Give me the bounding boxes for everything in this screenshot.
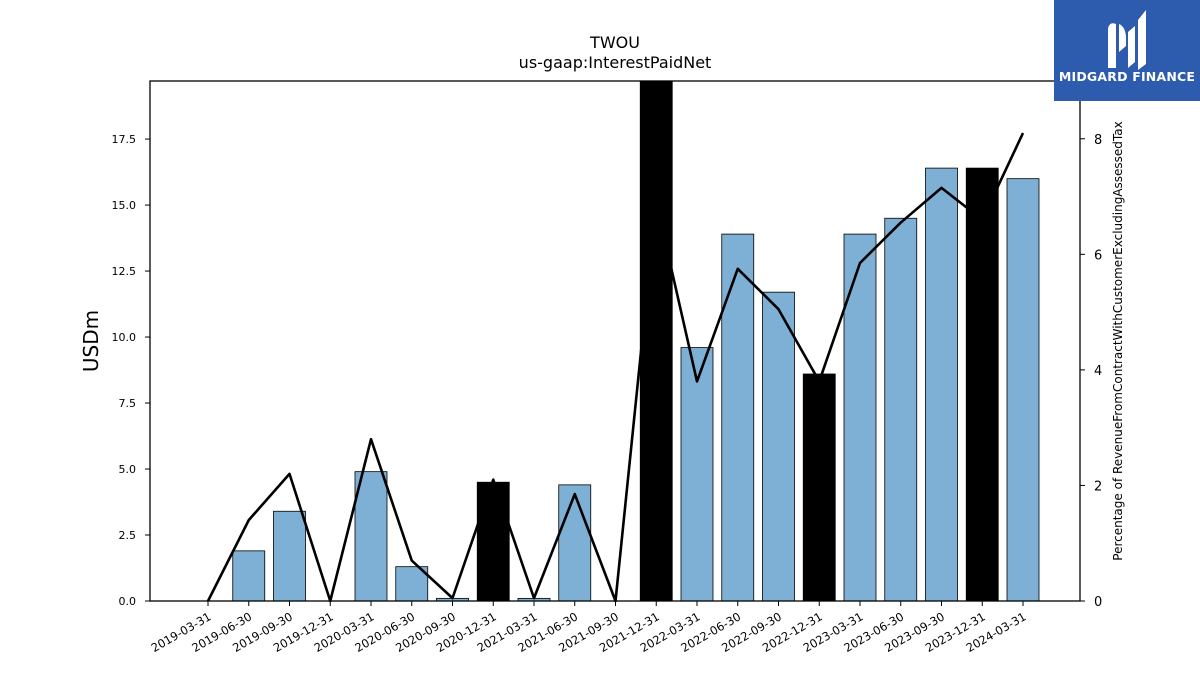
- chart-subtitle: us-gaap:InterestPaidNet: [519, 53, 712, 72]
- bar: [802, 373, 836, 602]
- bar: [762, 291, 795, 602]
- y-tick-label: 2.5: [119, 529, 137, 542]
- bar: [476, 481, 510, 602]
- y-tick-label: 10.0: [112, 331, 137, 344]
- bar: [395, 566, 429, 602]
- y-tick-label: 12.5: [112, 265, 137, 278]
- bars-layer: [232, 80, 1040, 602]
- bar: [965, 167, 999, 602]
- midgard-finance-logo: MIDGARD FINANCE: [1054, 0, 1200, 101]
- bar: [884, 217, 918, 602]
- bar: [843, 233, 877, 602]
- chart-title: TWOU: [589, 33, 640, 52]
- bar: [558, 484, 592, 602]
- midgard-logo-icon: [1108, 10, 1146, 70]
- bar: [721, 233, 755, 602]
- bar: [639, 80, 673, 602]
- y2-tick-label: 0: [1094, 595, 1102, 610]
- y2-tick-label: 2: [1094, 479, 1102, 494]
- y-tick-label: 15.0: [112, 199, 137, 212]
- bar: [680, 347, 714, 602]
- y-tick-label: 7.5: [119, 397, 137, 410]
- y2-axis-label: Percentage of RevenueFromContractWithCus…: [1111, 121, 1125, 560]
- y-tick-label: 0.0: [119, 595, 137, 608]
- bar: [925, 167, 958, 602]
- y-tick-label: 5.0: [119, 463, 137, 476]
- y-axis-label: USDm: [79, 310, 103, 372]
- bar: [232, 550, 266, 602]
- y-tick-label: 17.5: [112, 133, 137, 146]
- y2-tick-label: 4: [1094, 364, 1102, 379]
- bar: [354, 471, 388, 602]
- logo-text: MIDGARD FINANCE: [1058, 69, 1196, 84]
- y2-tick-label: 6: [1094, 248, 1102, 263]
- y2-tick-label: 8: [1094, 133, 1102, 148]
- bar: [1006, 178, 1040, 602]
- bar: [273, 510, 306, 602]
